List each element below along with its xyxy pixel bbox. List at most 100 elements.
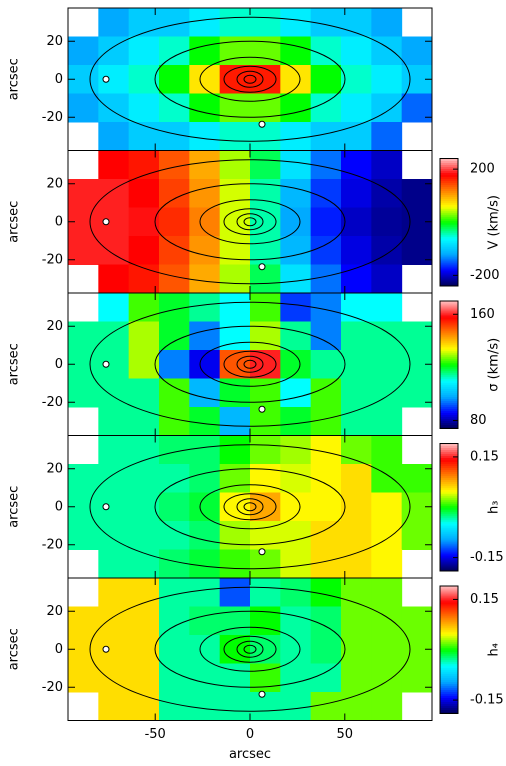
map-cell — [371, 264, 403, 293]
map-cell — [159, 36, 190, 66]
contour — [236, 355, 264, 373]
map-cell — [250, 150, 281, 180]
map-cell — [371, 378, 403, 408]
colorbar-segment — [440, 256, 458, 259]
colorbar-segment — [440, 422, 458, 426]
colorbar-segment — [440, 248, 458, 251]
contour — [243, 502, 257, 512]
colorbar-segment — [440, 400, 458, 404]
colorbar-segment — [440, 619, 458, 623]
colorbar-segment — [440, 238, 458, 241]
colorbar-segment — [440, 495, 458, 498]
map-cell — [341, 150, 372, 180]
map-cell — [128, 407, 160, 436]
colorbar-segment — [440, 314, 458, 318]
map-cell — [371, 692, 403, 721]
contour — [102, 360, 110, 368]
colorbar-segment — [440, 186, 458, 189]
map-cell — [341, 521, 372, 550]
colorbar-segment — [440, 485, 458, 488]
map-cell — [219, 207, 251, 237]
map-cell — [250, 692, 281, 721]
colorbar-segment — [440, 699, 458, 703]
colorbar-segment — [440, 372, 458, 376]
map-cell — [280, 179, 312, 208]
colorbar-segment — [440, 557, 458, 560]
map-cell — [341, 350, 372, 379]
map-cell — [98, 578, 130, 607]
contour — [102, 75, 110, 83]
contour — [243, 359, 257, 369]
colorbar-segment — [440, 523, 458, 526]
colorbar-segment — [440, 537, 458, 540]
colorbar-segment — [440, 501, 458, 504]
map-cell — [310, 207, 342, 237]
map-cell — [401, 521, 432, 550]
y-axis-label: arcsec — [7, 486, 22, 528]
colorbar-segment — [440, 473, 458, 476]
colorbar-segment — [440, 675, 458, 679]
map-cell — [128, 207, 160, 237]
colorbar-segment — [440, 457, 458, 460]
contour — [199, 626, 301, 672]
map-cell — [128, 663, 160, 693]
colorbar-segment — [440, 539, 458, 542]
colorbar-segment — [440, 316, 458, 320]
colorbar-segment — [440, 621, 458, 625]
map-cell — [189, 264, 221, 293]
map-cell — [401, 378, 432, 408]
colorbar-segment — [440, 449, 458, 452]
y-tick-label: 20 — [46, 34, 63, 49]
map-cell — [128, 179, 160, 208]
colorbar-segment — [440, 555, 458, 558]
colorbar-segment — [440, 404, 458, 408]
colorbar-segment — [440, 414, 458, 418]
colorbar-segment — [440, 681, 458, 685]
colorbar-segment — [440, 360, 458, 364]
colorbar-segment — [440, 653, 458, 657]
x-tick-label: 50 — [337, 727, 354, 742]
contour — [236, 498, 264, 516]
map-cell — [371, 293, 403, 322]
map-cell — [310, 65, 342, 94]
colorbar-segment — [440, 276, 458, 279]
colorbar-segment — [440, 586, 458, 589]
map-cell — [189, 236, 221, 265]
contour — [154, 468, 346, 546]
colorbar-segment — [440, 481, 458, 484]
map-cell — [280, 521, 312, 550]
colorbar-segment — [440, 475, 458, 478]
map-cell — [189, 464, 221, 493]
map-cell — [219, 578, 251, 607]
colorbar-segment — [440, 691, 458, 695]
colorbar-segment — [440, 264, 458, 267]
map-cell — [371, 521, 403, 550]
map-cell — [341, 635, 372, 664]
map-cell — [98, 435, 130, 465]
colorbar-segment — [440, 623, 458, 627]
map-cell — [68, 663, 99, 693]
colorbar-segment — [440, 505, 458, 508]
colorbar-segment — [440, 234, 458, 237]
colorbar-segment — [440, 176, 458, 179]
map-cell — [371, 207, 403, 237]
map-cell — [128, 36, 160, 66]
y-tick-label: 0 — [55, 499, 63, 514]
colorbar-frame — [439, 158, 459, 287]
map-cell — [371, 150, 403, 180]
colorbar-segment — [440, 553, 458, 556]
map-cell — [219, 264, 251, 293]
map-cell — [189, 578, 221, 607]
colorbar-segment — [440, 651, 458, 655]
map-cell — [341, 236, 372, 265]
y-axis-label: arcsec — [7, 628, 22, 670]
colorbar-segment — [440, 589, 458, 593]
map-cell — [98, 692, 130, 721]
map-cell — [128, 264, 160, 293]
colorbar-segment — [440, 324, 458, 328]
colorbar-segment — [440, 611, 458, 615]
y-tick-label: -20 — [42, 395, 63, 410]
colorbar-segment — [440, 224, 458, 227]
map-cell — [341, 293, 372, 322]
map-cell — [219, 122, 251, 151]
